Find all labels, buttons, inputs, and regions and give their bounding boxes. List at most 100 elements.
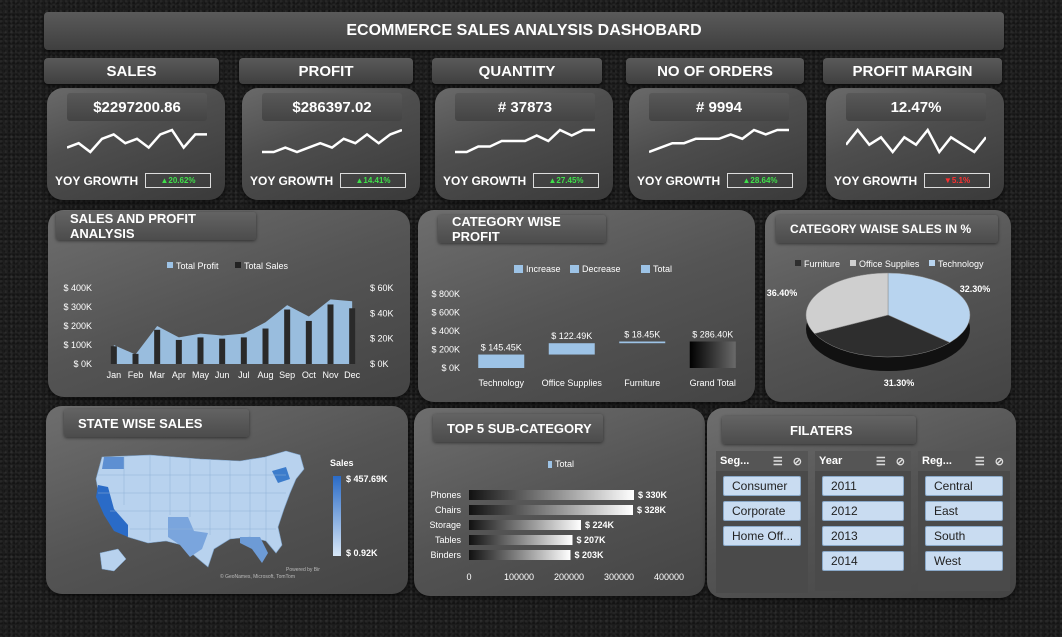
slicer-item[interactable]: 2011: [822, 476, 904, 496]
slicer-item[interactable]: Central: [925, 476, 1003, 496]
slicer-item[interactable]: East: [925, 501, 1003, 521]
kpi-yoy-value-no-of-orders: ▲28.64%: [727, 173, 793, 188]
x-tick: Jun: [215, 370, 230, 380]
x-tick: 0: [466, 572, 471, 582]
slicer-item[interactable]: 2014: [822, 551, 904, 571]
legend-swatch: [850, 260, 856, 266]
y-tick: $ 0K: [441, 363, 460, 373]
map-legend-min: $ 0.92K: [346, 548, 378, 558]
map-legend-title: Sales: [330, 458, 354, 468]
sales-bar: [327, 304, 334, 364]
legend-label: Total: [555, 459, 574, 469]
multi-select-icon[interactable]: ☰: [875, 455, 886, 468]
bar-label: $ 224K: [585, 520, 615, 530]
multi-select-icon[interactable]: ☰: [974, 455, 985, 468]
kpi-yoy-value-sales: ▲20.62%: [145, 173, 211, 188]
slicer-item[interactable]: Corporate: [723, 501, 801, 521]
y-tick: $ 600K: [431, 308, 460, 318]
sales-bar: [349, 308, 356, 364]
sales-profit-chart: Total Profit Total Sales $ 0K $ 100K $ 200K $…: [63, 261, 394, 380]
bar-label: $ 286.40K: [692, 330, 733, 340]
kpi-label-no-of-orders: NO OF ORDERS: [626, 58, 804, 84]
waterfall-bar: [478, 354, 525, 368]
slicer-header-reg: Reg... ☰ ⊘: [918, 451, 1010, 471]
sparkline-line: [649, 128, 789, 154]
kpi-yoy-value-quantity: ▲27.45%: [533, 173, 599, 188]
y-right-tick: $ 0K: [370, 359, 389, 369]
kpi-label-sales: SALES: [44, 58, 219, 84]
y-right-tick: $ 60K: [370, 283, 394, 293]
slicer-item[interactable]: Consumer: [723, 476, 801, 496]
clear-filter-icon[interactable]: ⊘: [895, 455, 905, 468]
legend-swatch: [548, 461, 552, 468]
x-tick: Aug: [257, 370, 273, 380]
y-tick: Phones: [430, 490, 461, 500]
category-sales-title: CATEGORY WAISE SALES IN %: [776, 215, 998, 243]
map-legend-gradient: [333, 476, 341, 556]
x-tick: Office Supplies: [542, 378, 603, 388]
slicer-year: Year ☰ ⊘ 2011 2012 2013 2014: [815, 451, 911, 591]
sales-bar: [240, 337, 247, 364]
pie-slice: [805, 272, 889, 334]
slicer-item[interactable]: South: [925, 526, 1003, 546]
bar-label: $ 122.49K: [551, 331, 592, 341]
kpi-value-sales: $2297200.86: [67, 93, 207, 121]
x-tick: 200000: [554, 572, 584, 582]
waterfall-bar: [548, 343, 595, 355]
legend-swatch-sales: [235, 262, 241, 268]
legend-swatch-profit: [167, 262, 173, 268]
sales-bar: [262, 328, 269, 364]
y-left-tick: $ 100K: [63, 340, 92, 350]
bar-label: $ 145.45K: [481, 343, 522, 353]
multi-select-icon[interactable]: ☰: [772, 455, 783, 468]
kpi-sparkline-quantity: [455, 128, 595, 154]
kpi-label-quantity: QUANTITY: [432, 58, 602, 84]
kpi-yoy-value-profit: ▲14.41%: [340, 173, 406, 188]
sparkline-line: [455, 128, 595, 154]
kpi-yoy-label-profit-margin: YOY GROWTH: [834, 174, 918, 188]
slicer-item[interactable]: Home Off...: [723, 526, 801, 546]
x-tick: Grand Total: [690, 378, 736, 388]
y-right-tick: $ 20K: [370, 334, 394, 344]
y-tick: $ 200K: [431, 345, 460, 355]
subcategory-bar: [469, 490, 634, 500]
subcategory-bar: [469, 550, 571, 560]
sales-bar: [154, 329, 161, 364]
sales-bar: [219, 338, 226, 364]
x-tick: Mar: [149, 370, 165, 380]
top5-chart: Total Phones $ 330K Chairs $ 328K Storage $ 22…: [429, 459, 684, 582]
state-sales-title: STATE WISE SALES: [64, 409, 249, 437]
y-tick: Binders: [430, 550, 461, 560]
slicer-item[interactable]: West: [925, 551, 1003, 571]
dashboard-title: ECOMMERCE SALES ANALYSIS DASHOBARD: [44, 12, 1004, 50]
kpi-yoy-label-no-of-orders: YOY GROWTH: [637, 174, 721, 188]
pie-slice: [887, 272, 971, 343]
y-left-tick: $ 200K: [63, 321, 92, 331]
slicer-title: Reg...: [922, 455, 952, 467]
kpi-value-quantity: # 37873: [455, 93, 595, 121]
us-map[interactable]: Powered by Bing © GeoNames, Microsoft, T…: [90, 445, 320, 585]
legend-swatch: [570, 265, 579, 273]
state-washington: [102, 457, 124, 469]
legend-label: Office Supplies: [859, 259, 920, 269]
clear-filter-icon[interactable]: ⊘: [994, 455, 1004, 468]
clear-filter-icon[interactable]: ⊘: [792, 455, 802, 468]
legend-swatch: [641, 265, 650, 273]
legend-label: Increase: [526, 264, 561, 274]
slicer-item[interactable]: 2012: [822, 501, 904, 521]
sales-bar: [197, 337, 204, 364]
y-tick: $ 400K: [431, 326, 460, 336]
bar-label: $ 203K: [575, 550, 605, 560]
sales-bar: [110, 346, 117, 364]
kpi-label-profit-margin: PROFIT MARGIN: [823, 58, 1002, 84]
y-left-tick: $ 400K: [63, 283, 92, 293]
subcategory-bar: [469, 535, 573, 545]
slicer-item[interactable]: 2013: [822, 526, 904, 546]
sales-bar: [284, 309, 291, 364]
kpi-yoy-label-profit: YOY GROWTH: [250, 174, 334, 188]
kpi-sparkline-sales: [67, 128, 207, 154]
state-borders: [98, 455, 286, 541]
slicer-header-icons: ☰ ⊘: [773, 455, 808, 468]
bar-label: $ 328K: [637, 505, 667, 515]
x-tick: 100000: [504, 572, 534, 582]
